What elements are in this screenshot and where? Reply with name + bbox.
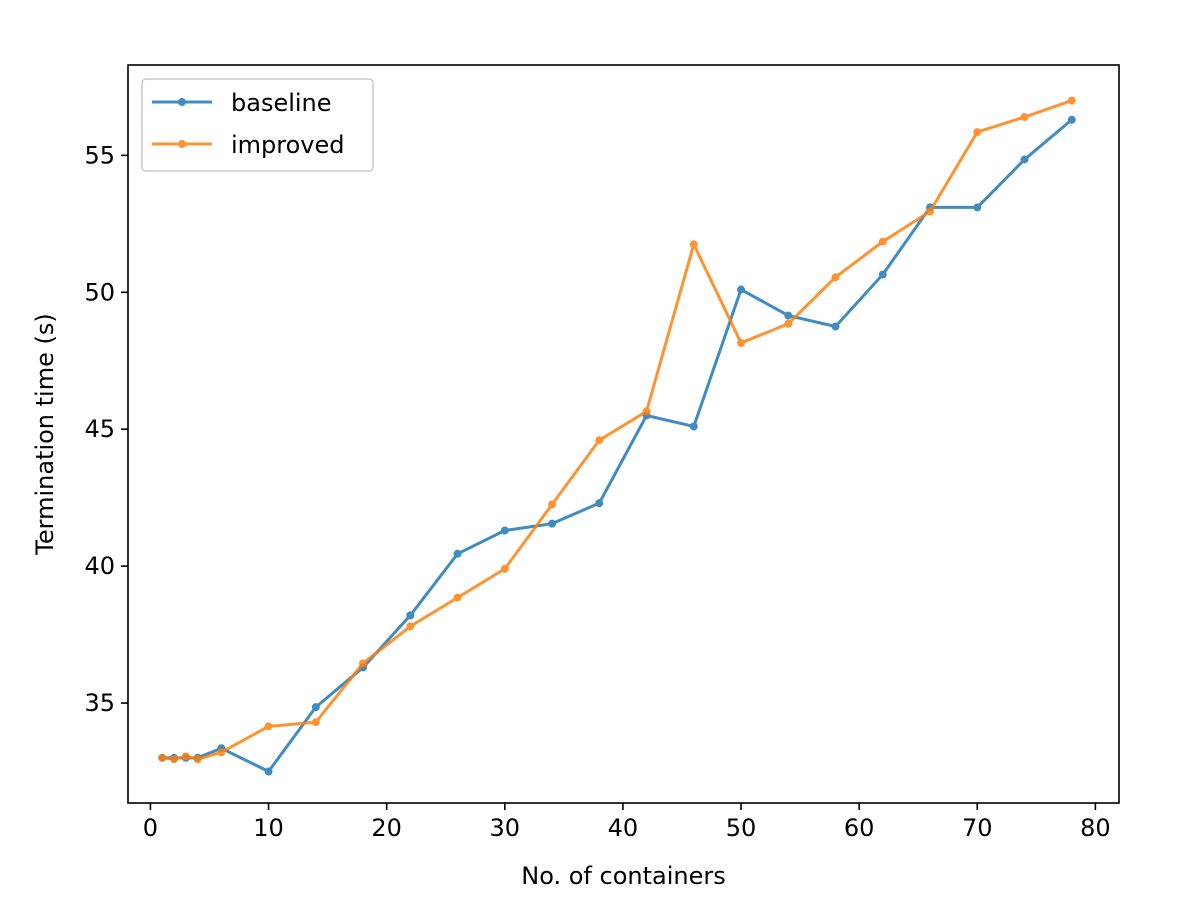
data-point-improved — [500, 564, 509, 573]
x-axis-ticks: 0 10 20 30 40 50 60 70 80 — [143, 803, 1111, 842]
data-point-baseline — [1020, 155, 1029, 164]
data-point-baseline — [973, 203, 982, 212]
legend-marker — [178, 98, 186, 106]
data-point-baseline — [264, 767, 273, 776]
y-tick-label: 50 — [84, 278, 115, 306]
data-point-baseline — [784, 311, 793, 320]
data-point-baseline — [311, 703, 320, 712]
data-point-baseline — [548, 519, 557, 528]
x-axis-title: No. of containers — [521, 862, 725, 890]
legend: baseline improved — [141, 78, 374, 172]
data-point-improved — [453, 593, 462, 602]
x-tick-label: 40 — [608, 814, 639, 842]
data-point-baseline — [406, 611, 415, 620]
data-point-improved — [1020, 113, 1029, 122]
legend-marker — [178, 140, 186, 148]
legend-label: improved — [231, 131, 345, 159]
data-point-improved — [784, 319, 793, 328]
data-point-baseline — [737, 285, 746, 294]
data-point-baseline — [689, 422, 698, 431]
data-point-improved — [406, 622, 415, 631]
data-point-improved — [170, 755, 179, 764]
data-point-improved — [642, 407, 651, 416]
data-point-baseline — [878, 270, 887, 279]
series-line-baseline — [162, 118, 1073, 774]
x-tick-label: 10 — [253, 814, 284, 842]
data-point-improved — [311, 718, 320, 727]
legend-item-baseline — [152, 98, 212, 106]
y-tick-label: 45 — [84, 415, 115, 443]
data-point-improved — [217, 748, 226, 757]
series-layer — [158, 96, 1076, 776]
data-point-improved — [595, 436, 604, 445]
data-point-improved — [181, 752, 190, 761]
data-point-improved — [1067, 96, 1076, 105]
series-improved — [158, 96, 1076, 764]
data-point-improved — [689, 240, 698, 249]
legend-label: baseline — [231, 89, 332, 117]
data-point-improved — [878, 237, 887, 246]
data-point-improved — [359, 659, 368, 668]
x-tick-label: 50 — [726, 814, 757, 842]
data-point-improved — [831, 273, 840, 282]
plot-frame — [127, 64, 1120, 804]
data-point-improved — [548, 500, 557, 509]
x-tick-label: 30 — [490, 814, 521, 842]
y-tick-label: 35 — [84, 689, 115, 717]
data-point-baseline — [595, 499, 604, 508]
legend-item-improved — [152, 140, 212, 148]
y-axis-ticks: 35 40 45 50 55 — [84, 141, 128, 717]
y-tick-label: 55 — [84, 141, 115, 169]
data-point-improved — [264, 722, 273, 731]
data-point-improved — [193, 755, 202, 764]
data-point-improved — [737, 338, 746, 347]
x-tick-label: 0 — [143, 814, 158, 842]
series-baseline — [158, 115, 1076, 776]
data-point-baseline — [1067, 115, 1076, 124]
x-tick-label: 60 — [844, 814, 875, 842]
data-point-baseline — [831, 322, 840, 331]
data-point-improved — [973, 128, 982, 137]
y-tick-label: 40 — [84, 552, 115, 580]
x-tick-label: 20 — [371, 814, 402, 842]
x-tick-label: 80 — [1080, 814, 1111, 842]
y-axis-title: Termination time (s) — [31, 313, 59, 555]
data-point-baseline — [500, 526, 509, 535]
data-point-improved — [158, 753, 167, 762]
x-tick-label: 70 — [962, 814, 993, 842]
series-line-improved — [162, 99, 1073, 761]
data-point-baseline — [453, 549, 462, 558]
data-point-improved — [926, 207, 935, 216]
